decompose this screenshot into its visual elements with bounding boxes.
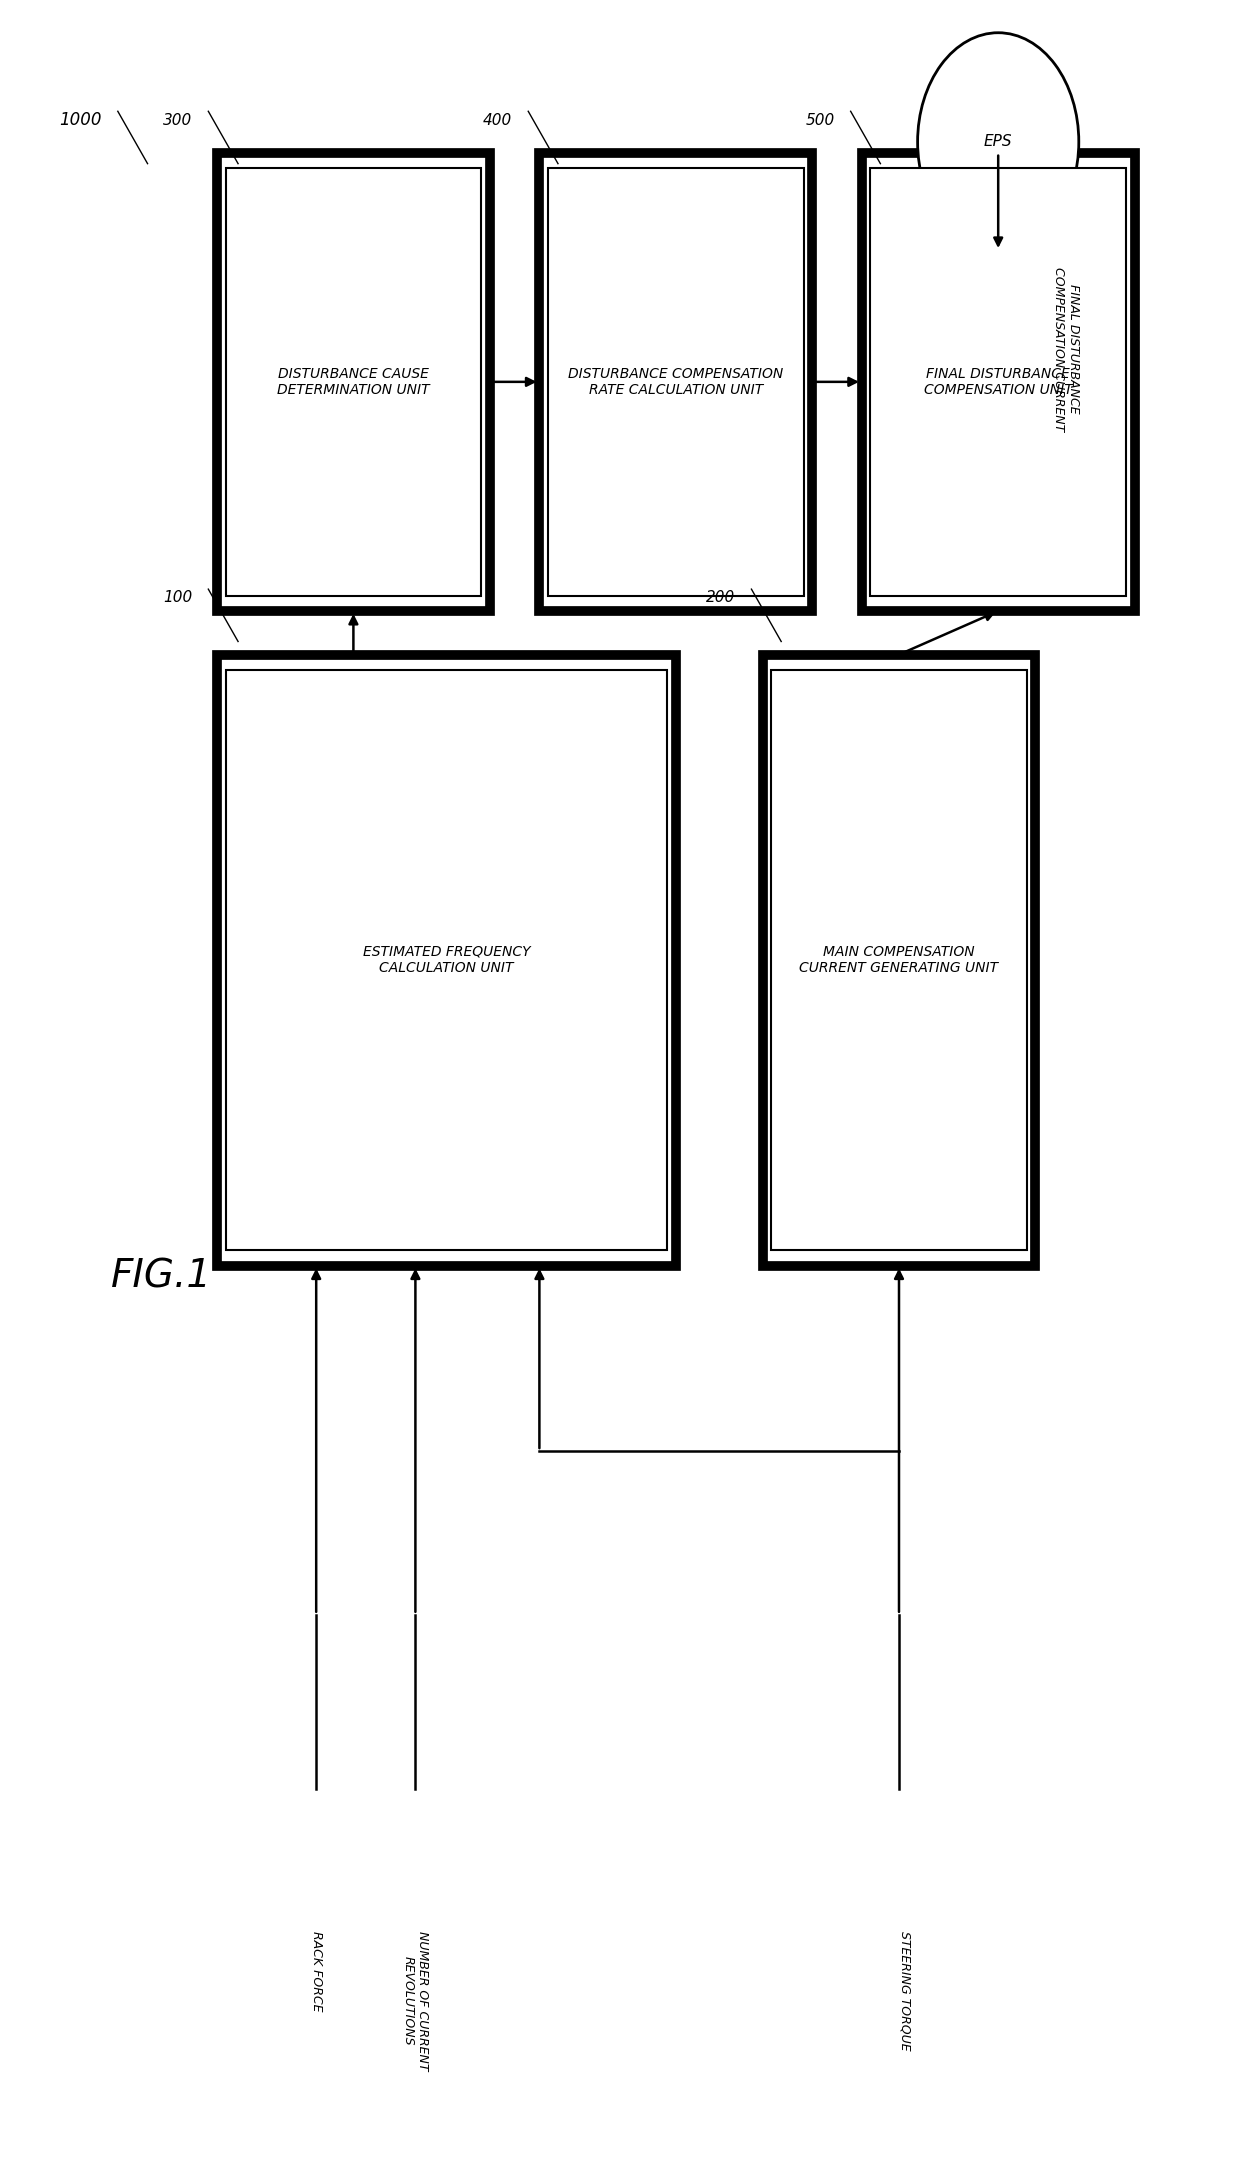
Text: ESTIMATED FREQUENCY
CALCULATION UNIT: ESTIMATED FREQUENCY CALCULATION UNIT	[362, 945, 531, 975]
Bar	[539, 153, 812, 611]
Text: STEERING TORQUE: STEERING TORQUE	[899, 1931, 911, 2051]
Ellipse shape	[918, 33, 1079, 251]
Text: EPS: EPS	[985, 135, 1012, 148]
Text: DISTURBANCE COMPENSATION
RATE CALCULATION UNIT: DISTURBANCE COMPENSATION RATE CALCULATIO…	[568, 367, 784, 397]
Text: 100: 100	[162, 591, 192, 604]
Bar	[226, 670, 667, 1250]
Text: FIG.1: FIG.1	[110, 1257, 212, 1296]
Text: 1000: 1000	[60, 111, 102, 129]
Text: 200: 200	[706, 591, 735, 604]
Text: FINAL DISTURBANCE
COMPENSATION CURRENT: FINAL DISTURBANCE COMPENSATION CURRENT	[1053, 266, 1080, 432]
Bar	[862, 153, 1135, 611]
Bar	[763, 655, 1035, 1266]
Text: FINAL DISTURBANCE
COMPENSATION UNIT: FINAL DISTURBANCE COMPENSATION UNIT	[924, 367, 1073, 397]
Text: MAIN COMPENSATION
CURRENT GENERATING UNIT: MAIN COMPENSATION CURRENT GENERATING UNI…	[800, 945, 998, 975]
Bar	[870, 168, 1126, 596]
Bar	[226, 168, 481, 596]
Text: RACK FORCE: RACK FORCE	[310, 1931, 322, 2012]
Text: 300: 300	[162, 113, 192, 127]
Text: 500: 500	[805, 113, 835, 127]
Bar	[771, 670, 1027, 1250]
Text: DISTURBANCE CAUSE
DETERMINATION UNIT: DISTURBANCE CAUSE DETERMINATION UNIT	[277, 367, 430, 397]
Text: NUMBER OF CURRENT
REVOLUTIONS: NUMBER OF CURRENT REVOLUTIONS	[402, 1931, 429, 2071]
Bar	[217, 153, 490, 611]
Bar	[217, 655, 676, 1266]
Text: 400: 400	[482, 113, 512, 127]
Bar	[548, 168, 804, 596]
